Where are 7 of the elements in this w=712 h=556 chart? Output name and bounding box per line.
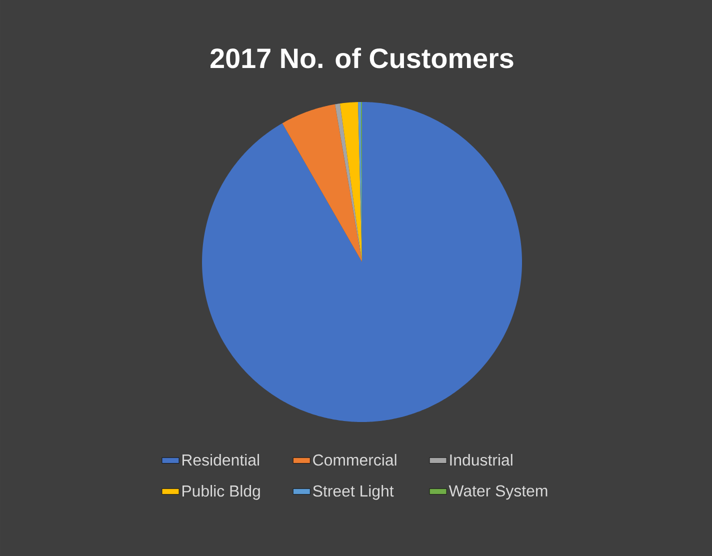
legend-label: Industrial (450, 454, 512, 466)
legend-label: Commercial (313, 454, 396, 466)
legend-label: Water System (448, 485, 548, 500)
legend-label: Public Bldg (182, 484, 260, 500)
legend-label: Residential (182, 454, 259, 466)
legend-label: Street Light (313, 484, 394, 500)
chart-title: 2017 No. of Customers (210, 48, 514, 68)
